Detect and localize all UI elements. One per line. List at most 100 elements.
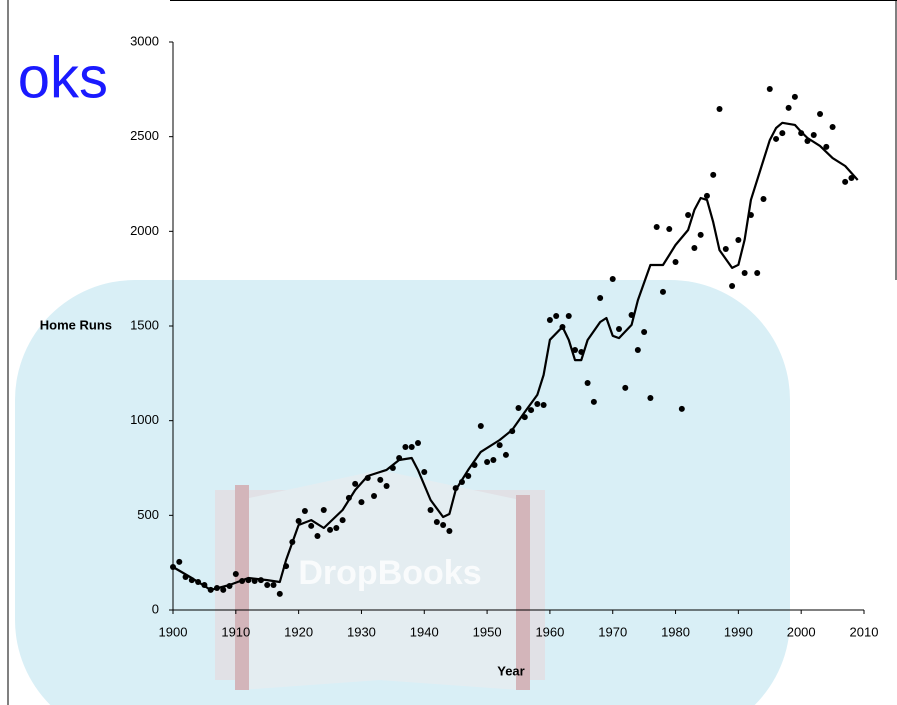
data-point (408, 443, 415, 450)
data-point (565, 312, 572, 319)
data-point (691, 244, 698, 251)
data-point (716, 106, 723, 113)
x-tick-label: 1930 (347, 624, 376, 639)
x-tick-label: 1940 (410, 624, 439, 639)
data-point (383, 482, 390, 489)
data-point (295, 518, 302, 525)
data-point (528, 407, 535, 414)
data-point (333, 525, 340, 532)
data-point (572, 347, 579, 354)
x-tick-label: 1990 (724, 624, 753, 639)
data-point (490, 457, 497, 464)
data-point (653, 223, 660, 230)
y-tick-label: 1500 (130, 317, 159, 332)
data-point (220, 586, 227, 593)
data-point (710, 171, 717, 178)
data-point (741, 269, 748, 276)
x-axis-label: Year (497, 663, 524, 678)
data-point (735, 237, 742, 244)
data-point (666, 226, 673, 233)
data-point (371, 493, 378, 500)
data-point (584, 379, 591, 386)
x-tick-label: 1900 (159, 624, 188, 639)
data-point (766, 85, 773, 92)
data-point (722, 245, 729, 252)
data-point (597, 294, 604, 301)
data-point (773, 135, 780, 142)
data-point (590, 398, 597, 405)
data-point (534, 401, 541, 408)
watermark-text: oks (18, 45, 108, 110)
data-point (829, 124, 836, 131)
data-point (647, 394, 654, 401)
data-point (502, 451, 509, 458)
data-point (320, 507, 327, 514)
x-tick-label: 1910 (221, 624, 250, 639)
data-point (754, 269, 761, 276)
data-point (842, 178, 849, 185)
data-point (433, 518, 440, 525)
data-point (515, 404, 522, 411)
y-tick-label: 1000 (130, 412, 159, 427)
watermark-background (15, 280, 790, 705)
x-tick-label: 1960 (535, 624, 564, 639)
data-point (358, 499, 365, 506)
data-point (785, 104, 792, 111)
y-axis-label: Home Runs (40, 317, 112, 332)
data-point (622, 384, 629, 391)
data-point (339, 517, 346, 524)
data-point (823, 143, 830, 150)
y-tick-label: 2000 (130, 223, 159, 238)
y-tick-label: 500 (137, 507, 159, 522)
y-tick-label: 3000 (130, 33, 159, 48)
data-point (377, 476, 384, 483)
data-point (446, 528, 453, 535)
data-point (685, 212, 692, 219)
data-point (477, 422, 484, 429)
data-point (232, 571, 239, 578)
data-point (634, 347, 641, 354)
watermark-inner-text: DropBooks (298, 554, 481, 592)
data-point (264, 582, 271, 589)
data-point (540, 401, 547, 408)
data-point (678, 405, 685, 412)
data-point (609, 276, 616, 283)
data-point (697, 231, 704, 238)
data-point (301, 507, 308, 514)
data-point (440, 521, 447, 528)
data-point (659, 288, 666, 295)
x-tick-label: 2000 (787, 624, 816, 639)
y-tick-label: 2500 (130, 128, 159, 143)
x-tick-label: 1920 (284, 624, 313, 639)
x-tick-label: 2010 (850, 624, 879, 639)
data-point (703, 192, 710, 199)
data-point (616, 326, 623, 333)
data-point (352, 480, 359, 487)
trend-line (172, 121, 859, 591)
data-point (427, 507, 434, 514)
data-point (484, 458, 491, 465)
data-point (465, 472, 472, 479)
data-point (641, 329, 648, 336)
data-point (779, 130, 786, 137)
data-point (810, 131, 817, 138)
data-point (848, 174, 855, 181)
data-point (546, 316, 553, 323)
data-point (327, 526, 334, 533)
data-point (760, 195, 767, 202)
data-point (176, 558, 183, 565)
data-point (314, 532, 321, 539)
data-point (414, 440, 421, 447)
x-tick-label: 1950 (473, 624, 502, 639)
data-point (276, 590, 283, 597)
data-point (496, 442, 503, 449)
x-tick-label: 1980 (661, 624, 690, 639)
data-point (729, 283, 736, 290)
data-point (402, 443, 409, 450)
x-tick-label: 1970 (598, 624, 627, 639)
data-point (791, 93, 798, 100)
data-point (817, 110, 824, 117)
data-point (672, 259, 679, 266)
